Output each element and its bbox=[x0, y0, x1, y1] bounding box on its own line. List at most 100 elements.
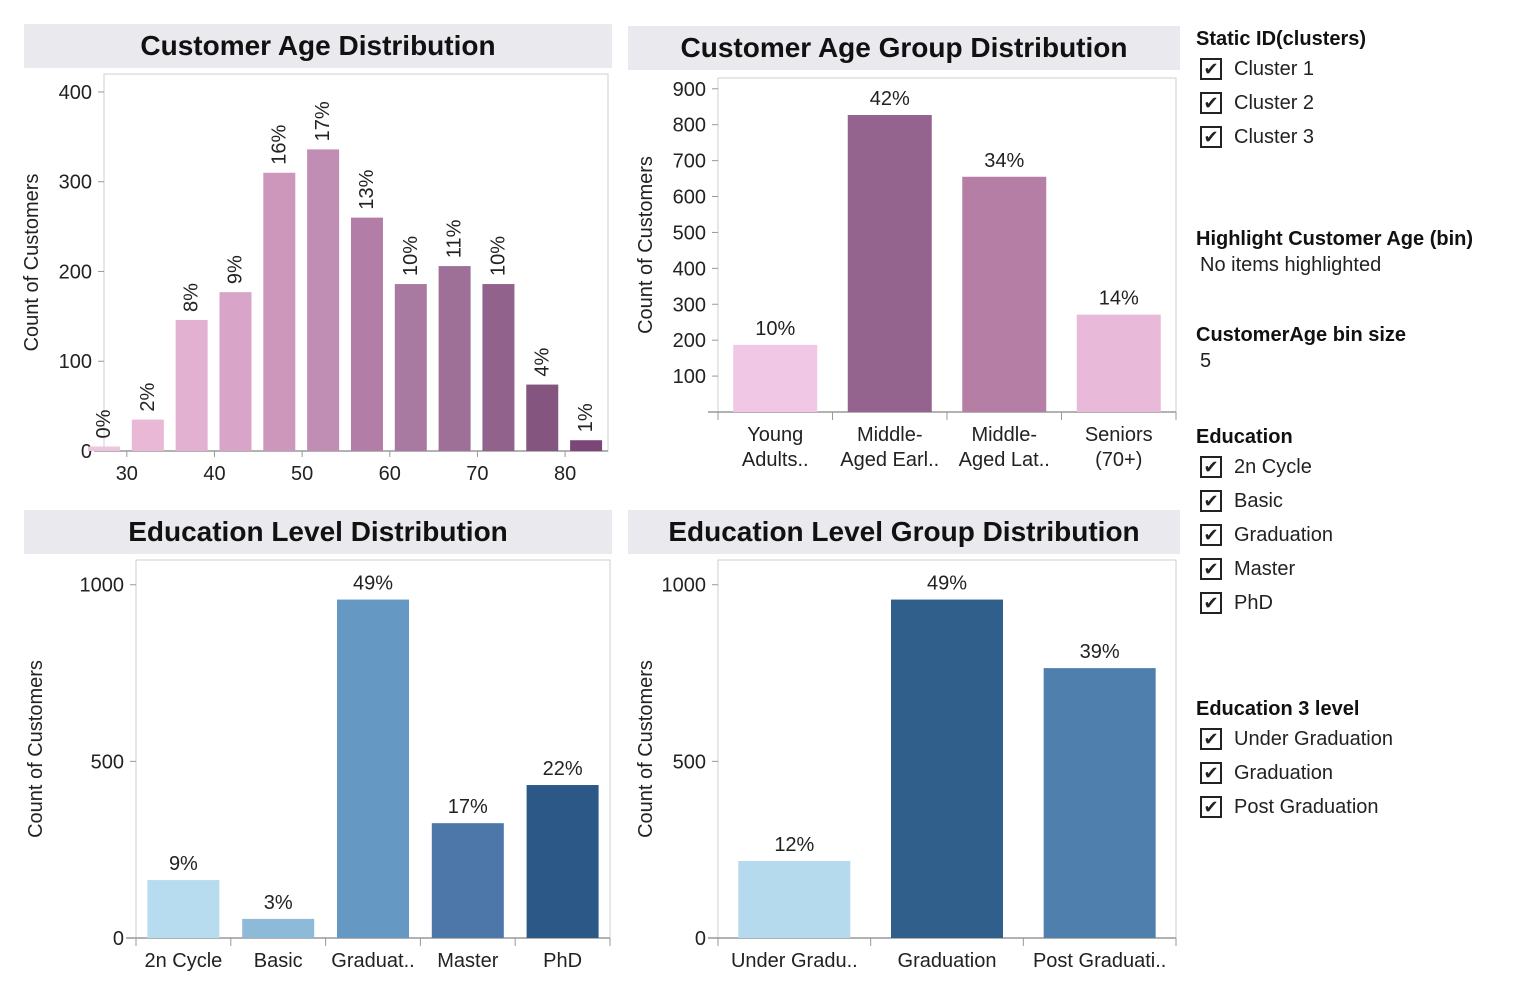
bar bbox=[242, 918, 315, 938]
y-tick-label: 200 bbox=[673, 330, 706, 352]
age-distribution-panel: Customer Age Distribution 0 100 200 300 400 C… bbox=[21, 24, 612, 485]
histogram-bar bbox=[570, 440, 603, 451]
x-category-label: Basic bbox=[254, 950, 303, 972]
bar-data-label: 10% bbox=[755, 318, 795, 340]
bar-data-label: 39% bbox=[1080, 641, 1120, 663]
bar bbox=[337, 599, 409, 938]
filter-option[interactable]: ✔ Under Graduation bbox=[1196, 722, 1393, 756]
y-tick-label: 500 bbox=[673, 222, 706, 244]
histogram-bar bbox=[263, 172, 296, 451]
bar-data-label: 49% bbox=[353, 573, 393, 595]
option-label: Graduation bbox=[1234, 761, 1333, 784]
x-category-label: Post Graduati.. bbox=[1033, 950, 1166, 972]
histogram-bar bbox=[131, 419, 164, 451]
option-label: Cluster 1 bbox=[1234, 57, 1315, 80]
y-tick-label: 200 bbox=[59, 261, 92, 283]
bar-data-label: 10% bbox=[487, 236, 509, 276]
filter-title: Highlight Customer Age (bin) bbox=[1196, 228, 1474, 250]
bar bbox=[847, 114, 932, 412]
y-tick-label: 400 bbox=[673, 258, 706, 280]
checkbox-checked-icon[interactable]: ✔ bbox=[1200, 58, 1222, 80]
bar-data-label: 42% bbox=[870, 88, 910, 110]
y-axis-label: Count of Customers bbox=[25, 660, 47, 838]
y-tick-label: 300 bbox=[673, 294, 706, 316]
checkbox-checked-icon[interactable]: ✔ bbox=[1200, 796, 1222, 818]
filter-option[interactable]: ✔ Cluster 3 bbox=[1196, 120, 1366, 154]
bar bbox=[738, 860, 851, 938]
bin-size-value[interactable]: 5 bbox=[1200, 350, 1212, 372]
checkbox-checked-icon[interactable]: ✔ bbox=[1200, 126, 1222, 148]
bar-data-label: 1% bbox=[575, 403, 597, 432]
y-tick-label: 100 bbox=[59, 351, 92, 373]
checkbox-checked-icon[interactable]: ✔ bbox=[1200, 762, 1222, 784]
histogram-bar bbox=[219, 292, 252, 451]
checkbox-checked-icon[interactable]: ✔ bbox=[1200, 558, 1222, 580]
y-tick-label: 0 bbox=[113, 928, 124, 950]
x-tick-label: 40 bbox=[203, 463, 225, 485]
checkbox-checked-icon[interactable]: ✔ bbox=[1200, 490, 1222, 512]
x-category-label: Under Gradu.. bbox=[731, 950, 858, 972]
x-category-label: (70+) bbox=[1095, 449, 1142, 471]
x-category-label: 2n Cycle bbox=[144, 950, 222, 972]
bar-data-label: 14% bbox=[1099, 288, 1139, 310]
bar-data-label: 4% bbox=[531, 347, 553, 376]
filter-option[interactable]: ✔ 2n Cycle bbox=[1196, 450, 1333, 484]
bar-data-label: 13% bbox=[356, 169, 378, 209]
filter-option[interactable]: ✔ Basic bbox=[1196, 484, 1333, 518]
filter-option[interactable]: ✔ Graduation bbox=[1196, 756, 1393, 790]
bar-data-label: 11% bbox=[444, 219, 466, 258]
bar-data-label: 0% bbox=[93, 409, 115, 438]
x-tick-label: 80 bbox=[554, 463, 576, 485]
bar-data-label: 8% bbox=[181, 283, 203, 312]
bar bbox=[431, 823, 504, 938]
histogram-bar bbox=[307, 149, 340, 451]
x-category-label: Master bbox=[437, 950, 498, 972]
filter-title: CustomerAge bin size bbox=[1196, 324, 1407, 346]
panel-title: Customer Age Group Distribution bbox=[628, 26, 1180, 70]
y-tick-label: 500 bbox=[91, 751, 124, 773]
histogram-bar bbox=[394, 284, 427, 451]
histogram-bar bbox=[438, 266, 471, 451]
clusters-filter: Static ID(clusters) ✔ Cluster 1 ✔ Cluster … bbox=[1196, 26, 1366, 154]
bar-data-label: 2% bbox=[137, 382, 159, 411]
x-category-label: Graduation bbox=[898, 950, 997, 972]
histogram-bar bbox=[350, 217, 383, 451]
option-label: Basic bbox=[1234, 489, 1283, 512]
y-tick-label: 1000 bbox=[80, 575, 125, 597]
filter-option[interactable]: ✔ Post Graduation bbox=[1196, 790, 1393, 824]
y-axis-label: Count of Customers bbox=[635, 660, 657, 838]
bar bbox=[733, 344, 818, 412]
checkbox-checked-icon[interactable]: ✔ bbox=[1200, 92, 1222, 114]
panel-title: Customer Age Distribution bbox=[24, 24, 612, 68]
highlight-value[interactable]: No items highlighted bbox=[1200, 254, 1382, 276]
bar bbox=[1076, 314, 1161, 412]
option-label: Master bbox=[1234, 557, 1296, 580]
filter-title: Education 3 level bbox=[1196, 698, 1360, 720]
option-label: PhD bbox=[1234, 591, 1273, 614]
checkbox-checked-icon[interactable]: ✔ bbox=[1200, 728, 1222, 750]
histogram-bar bbox=[175, 319, 208, 451]
filter-option[interactable]: ✔ Cluster 1 bbox=[1196, 52, 1366, 86]
bar-data-label: 16% bbox=[268, 124, 290, 164]
education-3-level-filter: Education 3 level ✔ Under Graduation ✔ Gra… bbox=[1196, 696, 1393, 824]
highlight-age-control: Highlight Customer Age (bin) No items hi… bbox=[1196, 226, 1473, 278]
option-label: Cluster 2 bbox=[1234, 91, 1315, 114]
y-tick-label: 0 bbox=[81, 441, 92, 463]
x-category-label: Graduat.. bbox=[331, 950, 414, 972]
y-tick-label: 600 bbox=[673, 187, 706, 209]
histogram-bar bbox=[482, 284, 515, 451]
checkbox-checked-icon[interactable]: ✔ bbox=[1200, 524, 1222, 546]
x-category-label: PhD bbox=[543, 950, 582, 972]
filter-option[interactable]: ✔ Graduation bbox=[1196, 518, 1333, 552]
checkbox-checked-icon[interactable]: ✔ bbox=[1200, 456, 1222, 478]
bar-data-label: 9% bbox=[169, 853, 198, 875]
bar-data-label: 12% bbox=[774, 834, 814, 856]
filter-option[interactable]: ✔ Master bbox=[1196, 552, 1333, 586]
y-tick-label: 700 bbox=[673, 151, 706, 173]
age-group-chart: 100 200 300 400 500 600 700 800 900 Count of Cust… bbox=[635, 77, 1177, 471]
filter-option[interactable]: ✔ PhD bbox=[1196, 586, 1333, 620]
histogram-bar bbox=[526, 384, 559, 451]
checkbox-checked-icon[interactable]: ✔ bbox=[1200, 592, 1222, 614]
age-distribution-chart: 0 100 200 300 400 Count of Customers 0% 2% 8% 9% 1… bbox=[21, 73, 609, 485]
filter-option[interactable]: ✔ Cluster 2 bbox=[1196, 86, 1366, 120]
